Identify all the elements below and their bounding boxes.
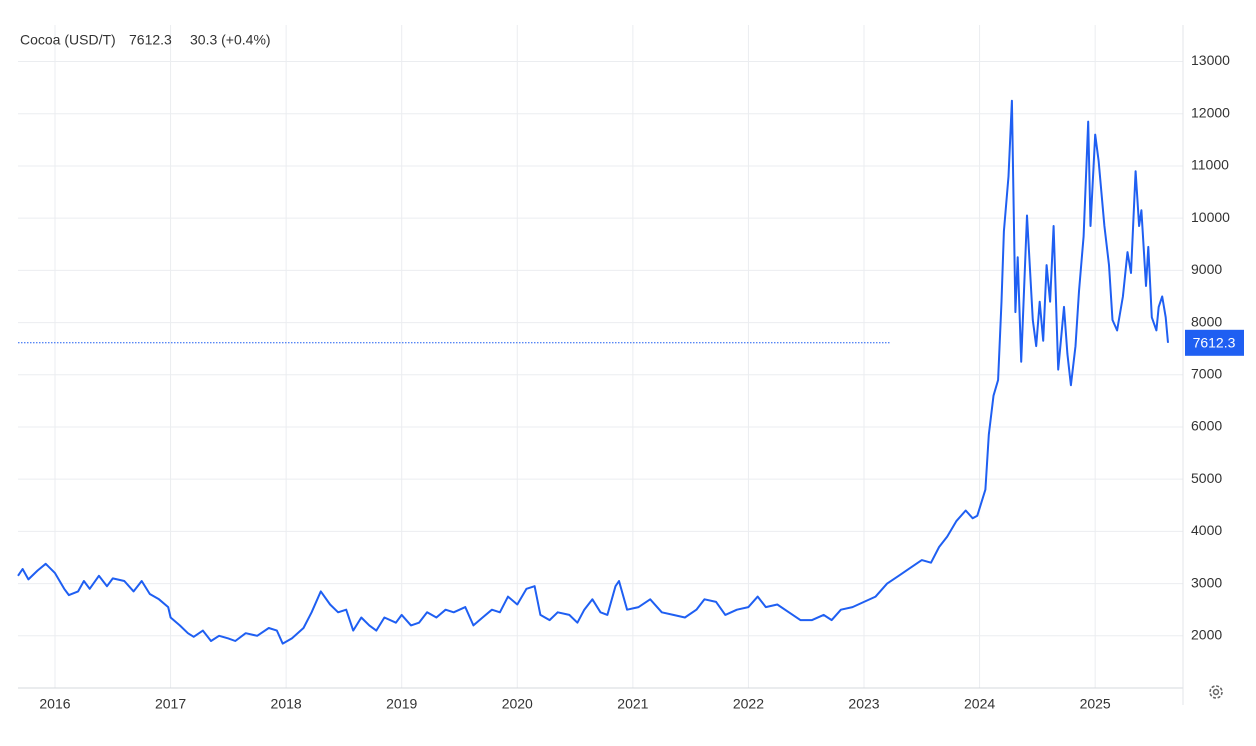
plot: 2000 3000 4000 5000 6000 7000 8000 9000 10000 110… xyxy=(17,25,1244,712)
y-tick-label: 9000 xyxy=(1191,261,1222,277)
x-tick-label: 2022 xyxy=(733,696,764,712)
y-tick-label: 10000 xyxy=(1191,209,1230,225)
x-tick-label: 2023 xyxy=(848,696,879,712)
last-value-label: 7612.3 xyxy=(1193,335,1236,351)
y-tick-label: 3000 xyxy=(1191,574,1222,590)
x-tick-label: 2021 xyxy=(617,696,648,712)
x-tick-label: 2024 xyxy=(964,696,995,712)
price-change: 30.3 (+0.4%) xyxy=(190,32,271,48)
y-tick-label: 4000 xyxy=(1191,522,1222,538)
last-price: 7612.3 xyxy=(129,32,172,48)
y-tick-label: 6000 xyxy=(1191,418,1222,434)
x-tick-label: 2017 xyxy=(155,696,186,712)
chart-title: Cocoa (USD/T) xyxy=(20,32,116,48)
price-line xyxy=(17,99,1169,645)
x-tick-label: 2020 xyxy=(502,696,533,712)
last-value-box xyxy=(1185,329,1244,356)
x-tick-label: 2025 xyxy=(1080,696,1111,712)
y-tick-label: 7000 xyxy=(1191,365,1222,381)
y-tick-label: 8000 xyxy=(1191,313,1222,329)
y-tick-label: 13000 xyxy=(1191,52,1230,68)
y-tick-label: 2000 xyxy=(1191,626,1222,642)
gear-outer xyxy=(1209,685,1223,699)
x-tick-label: 2018 xyxy=(271,696,302,712)
gear-inner xyxy=(1212,688,1220,696)
y-tick-label: 5000 xyxy=(1191,470,1222,486)
y-tick-label: 11000 xyxy=(1191,157,1229,173)
settings-icon[interactable] xyxy=(1209,685,1223,699)
y-tick-label: 12000 xyxy=(1191,104,1230,120)
x-tick-label: 2016 xyxy=(39,696,70,712)
x-tick-label: 2019 xyxy=(386,696,417,712)
